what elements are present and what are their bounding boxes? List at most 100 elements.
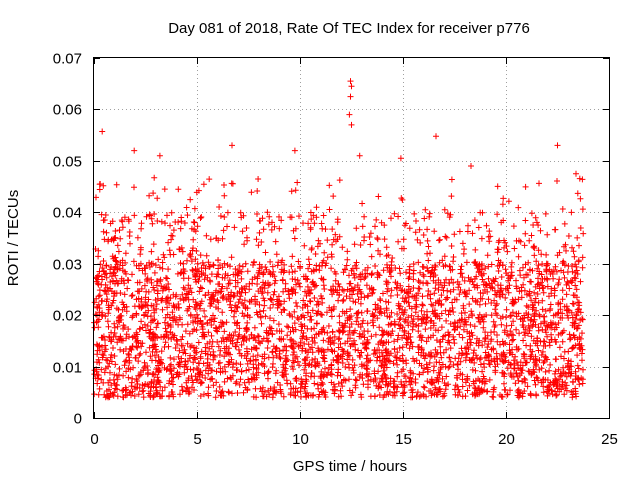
- data-point: [111, 324, 118, 331]
- data-point: [541, 358, 548, 365]
- data-point: [386, 388, 393, 395]
- data-point: [410, 261, 417, 267]
- data-point: [484, 344, 491, 351]
- data-point: [430, 310, 437, 317]
- data-point: [312, 362, 319, 369]
- data-point: [141, 359, 148, 366]
- data-point: [395, 332, 402, 339]
- data-point: [403, 360, 410, 367]
- data-point: [335, 359, 342, 366]
- data-point: [403, 269, 409, 276]
- data-point: [186, 252, 193, 259]
- data-point: [218, 338, 225, 345]
- data-point: [162, 339, 169, 346]
- data-point: [401, 318, 408, 325]
- data-point: [170, 251, 177, 258]
- data-point: [567, 363, 573, 370]
- data-point: [415, 349, 422, 356]
- data-point: [105, 310, 112, 317]
- data-point: [515, 204, 522, 211]
- data-point: [148, 313, 154, 320]
- data-point: [486, 376, 493, 383]
- data-point: [346, 314, 353, 321]
- data-point: [201, 307, 208, 314]
- data-point: [106, 360, 113, 367]
- data-point: [317, 240, 323, 247]
- data-point: [466, 287, 473, 294]
- data-point: [383, 305, 390, 312]
- data-point: [292, 289, 299, 296]
- data-point: [178, 383, 185, 390]
- data-point: [104, 318, 111, 325]
- data-point: [289, 363, 296, 370]
- data-point: [130, 364, 137, 371]
- data-point: [91, 391, 98, 398]
- data-point: [334, 216, 341, 223]
- data-point: [180, 260, 187, 267]
- data-point: [240, 302, 247, 308]
- data-point: [290, 340, 297, 347]
- data-point: [254, 352, 261, 359]
- data-point: [469, 391, 476, 398]
- data-point: [494, 338, 501, 345]
- data-point: [409, 343, 416, 350]
- data-point: [573, 263, 580, 270]
- data-point: [339, 244, 346, 251]
- data-point: [290, 351, 296, 358]
- data-point: [348, 321, 355, 327]
- data-point: [335, 393, 342, 400]
- data-point: [400, 358, 407, 365]
- data-point: [380, 290, 386, 297]
- data-point: [229, 337, 236, 344]
- data-point: [184, 340, 191, 347]
- data-point: [292, 268, 298, 275]
- data-point: [384, 285, 391, 292]
- data-point: [501, 358, 508, 365]
- data-point: [273, 251, 280, 258]
- data-point: [139, 303, 146, 310]
- data-point: [296, 362, 303, 369]
- data-point: [336, 319, 343, 326]
- data-point: [531, 289, 538, 296]
- data-point: [193, 189, 200, 196]
- data-point: [498, 219, 505, 226]
- data-point: [410, 320, 417, 327]
- data-point: [224, 223, 230, 230]
- data-point: [220, 227, 227, 234]
- data-point: [394, 361, 401, 368]
- data-point: [259, 288, 266, 295]
- plot-frame: [93, 57, 610, 419]
- data-point: [298, 327, 305, 334]
- data-point: [129, 343, 136, 350]
- data-point: [389, 328, 396, 335]
- data-point: [194, 267, 201, 274]
- data-point: [184, 321, 191, 328]
- data-point: [346, 324, 353, 331]
- data-point: [382, 372, 389, 379]
- data-point: [256, 308, 263, 315]
- data-point: [546, 339, 553, 346]
- data-point: [111, 235, 118, 242]
- data-point: [144, 302, 151, 309]
- data-point: [320, 337, 327, 344]
- data-point: [389, 255, 396, 261]
- data-point: [234, 279, 241, 286]
- data-point: [286, 310, 293, 317]
- data-point: [224, 285, 230, 292]
- data-point: [482, 265, 489, 272]
- data-point: [510, 223, 517, 230]
- data-point: [398, 381, 405, 388]
- data-point: [206, 264, 213, 270]
- data-point: [531, 312, 538, 319]
- data-point: [527, 278, 533, 285]
- data-point: [453, 296, 460, 303]
- data-point: [251, 334, 258, 341]
- data-point: [444, 294, 451, 301]
- data-point: [122, 358, 129, 365]
- data-point: [522, 377, 529, 383]
- data-point: [540, 313, 547, 320]
- data-point: [526, 237, 533, 244]
- data-point: [574, 375, 581, 382]
- data-point: [277, 382, 284, 388]
- data-point: [306, 261, 313, 268]
